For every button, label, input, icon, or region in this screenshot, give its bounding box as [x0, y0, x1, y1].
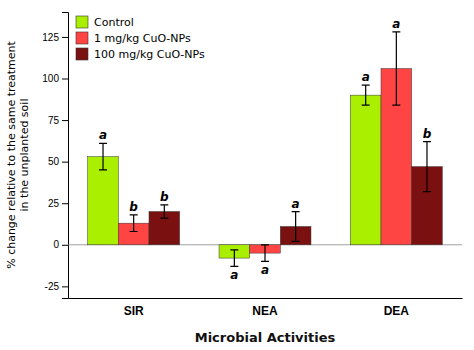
sig-label: a	[362, 70, 370, 84]
tick-mark	[62, 79, 68, 80]
y-axis-title-line: % change relative to the same treatment	[5, 40, 18, 268]
tick-mark	[62, 245, 68, 246]
legend-label: 1 mg/kg CuO-NPs	[94, 32, 191, 45]
x-axis-title: Microbial Activities	[195, 330, 336, 345]
sig-label: b	[129, 200, 138, 214]
sig-label: a	[261, 263, 269, 277]
bar	[350, 95, 381, 245]
legend: Control 1 mg/kg CuO-NPs 100 mg/kg CuO-NPs	[76, 16, 205, 61]
tick: 25	[48, 198, 68, 209]
y-axis-title-line: in the unplanted soil	[18, 99, 31, 212]
tick-label: NEA	[252, 304, 278, 318]
error-bar	[160, 205, 168, 218]
legend-item: 1 mg/kg CuO-NPs	[76, 32, 191, 45]
error-bar	[362, 85, 370, 105]
tick-mark	[62, 120, 68, 121]
series	[88, 85, 381, 266]
legend-swatch	[76, 32, 88, 44]
sig-label: b	[423, 127, 432, 141]
x-axis: SIR NEA DEA	[69, 299, 463, 318]
tick-label: 50	[48, 156, 60, 167]
tick-label: -25	[45, 281, 60, 292]
legend-swatch	[76, 16, 88, 28]
error-bar	[99, 143, 107, 170]
tick: 50	[48, 156, 68, 167]
sig-label: a	[99, 128, 107, 142]
tick: -25	[45, 281, 68, 292]
tick: DEA	[384, 304, 410, 318]
chart: -25 0 25 50 75 100 125 SIR NEA DEA a a a b a a b a b Contro…	[0, 0, 474, 350]
tick-mark	[62, 162, 68, 163]
tick-mark	[62, 203, 68, 204]
tick: 125	[42, 32, 68, 43]
tick-label: 100	[42, 73, 59, 84]
error-bar	[292, 212, 300, 242]
tick-mark	[62, 286, 68, 287]
y-axis-title: % change relative to the same treatmenti…	[5, 40, 31, 268]
error-bar	[230, 250, 238, 267]
error-bar	[261, 245, 269, 262]
tick-mark	[62, 37, 68, 38]
tick: 75	[48, 115, 68, 126]
sig-label: a	[392, 17, 400, 31]
tick-label: DEA	[384, 304, 410, 318]
series	[149, 142, 442, 245]
legend-label: Control	[94, 16, 134, 29]
legend-label: 100 mg/kg CuO-NPs	[94, 48, 205, 61]
legend-item: 100 mg/kg CuO-NPs	[76, 48, 205, 61]
series	[118, 32, 411, 261]
legend-item: Control	[76, 16, 134, 29]
tick-label: 25	[48, 198, 60, 209]
error-bar	[130, 215, 138, 232]
tick-label: 0	[53, 239, 59, 250]
tick: 0	[53, 239, 68, 250]
tick-label: 125	[42, 32, 59, 43]
tick-label: 75	[48, 115, 60, 126]
tick: NEA	[252, 304, 278, 318]
axis-line	[62, 13, 69, 299]
tick-label: SIR	[124, 304, 144, 318]
marks	[88, 32, 443, 266]
tick: 100	[42, 73, 68, 84]
error-bar	[423, 142, 431, 192]
plot: -25 0 25 50 75 100 125 SIR NEA DEA a a a b a a b a b Contro…	[42, 13, 462, 318]
sig-label: a	[292, 197, 300, 211]
sig-label: b	[160, 190, 169, 204]
tick: SIR	[124, 304, 144, 318]
y-axis: -25 0 25 50 75 100 125	[42, 13, 68, 299]
sig-label: a	[230, 268, 238, 282]
error-bar	[392, 32, 400, 105]
axis-line	[69, 298, 463, 299]
legend-swatch	[76, 48, 88, 60]
